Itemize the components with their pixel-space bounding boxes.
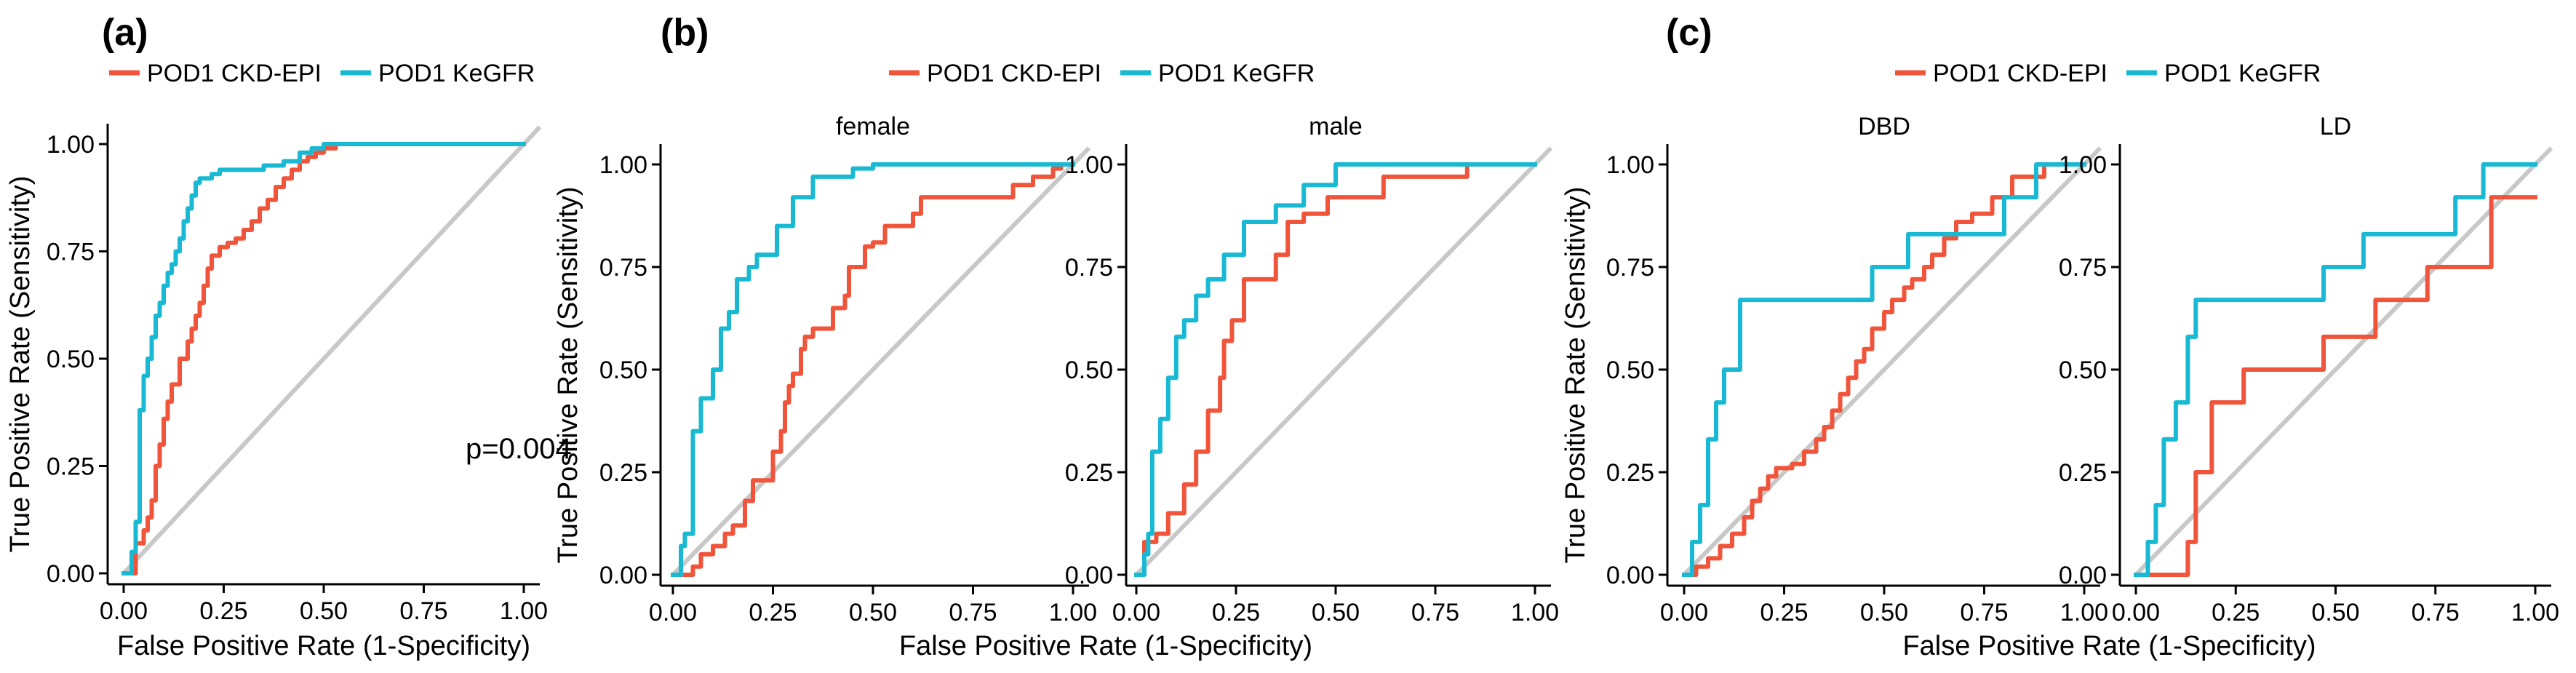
y-tick-label: 0.50 <box>47 346 95 373</box>
facet-1-0: female 0.000.00 0.25 0.25 0.50 0.50 0.75 0.75 1.… <box>599 113 1097 626</box>
panel-0: (a) POD1 CKD-EPI POD1 KeGFR 0.000.00 0.25 0.2… <box>5 12 572 661</box>
y-tick-label: 0.50 <box>1606 357 1654 384</box>
x-axis-title: False Positive Rate (1-Specificity) <box>1902 631 2316 661</box>
facet-title: DBD <box>1858 113 1910 140</box>
x-tick-label: 0.00 <box>100 597 148 625</box>
facet-title: male <box>1309 113 1363 140</box>
panel-tag: (c) <box>1666 12 1712 54</box>
y-axis-title: True Positive Rate (Sensitivity) <box>553 186 583 563</box>
legend: POD1 CKD-EPI POD1 KeGFR <box>109 60 535 87</box>
legend: POD1 CKD-EPI POD1 KeGFR <box>889 60 1315 87</box>
x-tick-label: 0.75 <box>949 599 997 626</box>
x-tick-label: 0.25 <box>2212 599 2260 626</box>
y-tick-label: 1.00 <box>47 131 95 159</box>
x-axis-title: False Positive Rate (1-Specificity) <box>899 631 1312 661</box>
roc-curve-kegfr <box>121 142 526 576</box>
facet-title: female <box>836 113 910 140</box>
x-tick-label: 0.00 <box>1660 599 1708 626</box>
y-tick-label: 0.00 <box>2059 562 2107 589</box>
x-tick-label: 0.00 <box>1112 599 1160 626</box>
roc-curve-ckd-epi <box>1134 162 1537 577</box>
legend-label-0: POD1 CKD-EPI <box>927 60 1101 87</box>
y-tick-label: 0.00 <box>1065 562 1113 589</box>
facet-2-0: DBD0.000.000.250.250.500.500.750.751.001… <box>1606 113 2108 626</box>
x-tick-label: 0.00 <box>2112 599 2160 626</box>
legend-label-0: POD1 CKD-EPI <box>147 60 322 87</box>
x-tick-label: 0.25 <box>1212 599 1260 626</box>
panel-2: (c)POD1 CKD-EPI POD1 KeGFRDBD0.000.000.25… <box>1560 12 2559 661</box>
y-tick-label: 0.50 <box>2059 357 2107 384</box>
diagonal-reference-line <box>671 146 1091 577</box>
y-tick-label: 0.25 <box>2059 459 2107 487</box>
diagonal-reference-line <box>2134 146 2553 577</box>
x-tick-label: 1.00 <box>2511 599 2559 626</box>
y-tick-label: 0.25 <box>47 453 95 481</box>
y-tick-label: 0.50 <box>599 357 647 384</box>
y-tick-label: 0.25 <box>1606 459 1654 487</box>
y-tick-label: 1.00 <box>599 151 647 179</box>
x-tick-label: 1.00 <box>2060 599 2108 626</box>
y-tick-label: 0.75 <box>1606 254 1654 282</box>
legend: POD1 CKD-EPI POD1 KeGFR <box>1895 60 2321 87</box>
x-tick-label: 1.00 <box>1511 599 1559 626</box>
facet-2-1: LD 0.000.00 0.25 0.25 0.50 0.50 0.75 0.75 1.00 1.… <box>2059 113 2559 626</box>
y-tick-label: 0.00 <box>1606 562 1654 589</box>
x-axis-title: False Positive Rate (1-Specificity) <box>117 631 530 661</box>
roc-curve-ckd-epi <box>121 142 338 576</box>
facet-1-1: male 0.00 0.00 0.25 0.25 0.50 0.50 0.75 0.75 1.00… <box>1065 113 1559 626</box>
y-tick-label: 0.75 <box>599 254 647 282</box>
diagonal-reference-line <box>1134 146 1553 577</box>
x-tick-label: 0.50 <box>2311 599 2359 626</box>
y-tick-label: 0.25 <box>1065 459 1113 487</box>
y-tick-label: 0.50 <box>1065 357 1113 384</box>
y-tick-label: 0.00 <box>599 562 647 589</box>
p-value-annotation: p=0.004 <box>466 433 572 465</box>
x-tick-label: 0.50 <box>1860 599 1908 626</box>
legend-label-0: POD1 CKD-EPI <box>1933 60 2108 87</box>
y-tick-label: 0.25 <box>599 459 647 487</box>
diagonal-reference-line <box>121 125 542 576</box>
y-tick-label: 0.75 <box>1065 254 1113 282</box>
roc-curve-ckd-epi <box>2134 195 2537 577</box>
legend-label-1: POD1 KeGFR <box>378 60 535 87</box>
y-tick-label: 0.75 <box>47 239 95 266</box>
x-tick-label: 0.50 <box>1312 599 1360 626</box>
x-tick-label: 1.00 <box>1049 599 1097 626</box>
y-axis-title: True Positive Rate (Sensitivity) <box>5 175 36 552</box>
x-tick-label: 0.25 <box>199 597 247 625</box>
panel-tag: (a) <box>102 12 148 54</box>
panel-1: (b)POD1 CKD-EPI POD1 KeGFRfemale0.000.000… <box>553 12 1559 661</box>
panel-tag: (b) <box>661 12 709 54</box>
y-axis-title: True Positive Rate (Sensitivity) <box>1560 186 1591 563</box>
roc-curve-ckd-epi <box>671 162 1075 577</box>
diagonal-reference-line <box>1682 146 2102 577</box>
legend-label-1: POD1 KeGFR <box>2164 60 2321 87</box>
y-tick-label: 0.00 <box>47 560 95 588</box>
x-tick-label: 0.25 <box>749 599 797 626</box>
x-tick-label: 0.75 <box>1960 599 2008 626</box>
x-tick-label: 0.75 <box>399 597 447 625</box>
x-tick-label: 0.75 <box>1411 599 1459 626</box>
facet-0-0: 0.000.00 0.25 0.25 0.50 0.50 0.75 0.75 1.00 1.00 <box>47 124 548 625</box>
x-tick-label: 0.75 <box>2412 599 2460 626</box>
roc-curve-kegfr <box>1682 162 2086 577</box>
x-tick-label: 0.25 <box>1760 599 1808 626</box>
x-tick-label: 1.00 <box>500 597 548 625</box>
roc-curve-kegfr <box>2134 162 2537 577</box>
x-tick-label: 0.50 <box>300 597 348 625</box>
roc-curve-kegfr <box>1134 162 1537 577</box>
legend-label-1: POD1 KeGFR <box>1158 60 1315 87</box>
roc-curve-ckd-epi <box>1682 162 2086 577</box>
y-tick-label: 1.00 <box>1606 151 1654 179</box>
x-tick-label: 0.00 <box>649 599 697 626</box>
facet-title: LD <box>2320 113 2351 140</box>
y-tick-label: 1.00 <box>2059 151 2107 179</box>
y-tick-label: 0.75 <box>2059 254 2107 282</box>
x-tick-label: 0.50 <box>849 599 897 626</box>
roc-curve-kegfr <box>671 162 1075 577</box>
y-tick-label: 1.00 <box>1065 151 1113 179</box>
